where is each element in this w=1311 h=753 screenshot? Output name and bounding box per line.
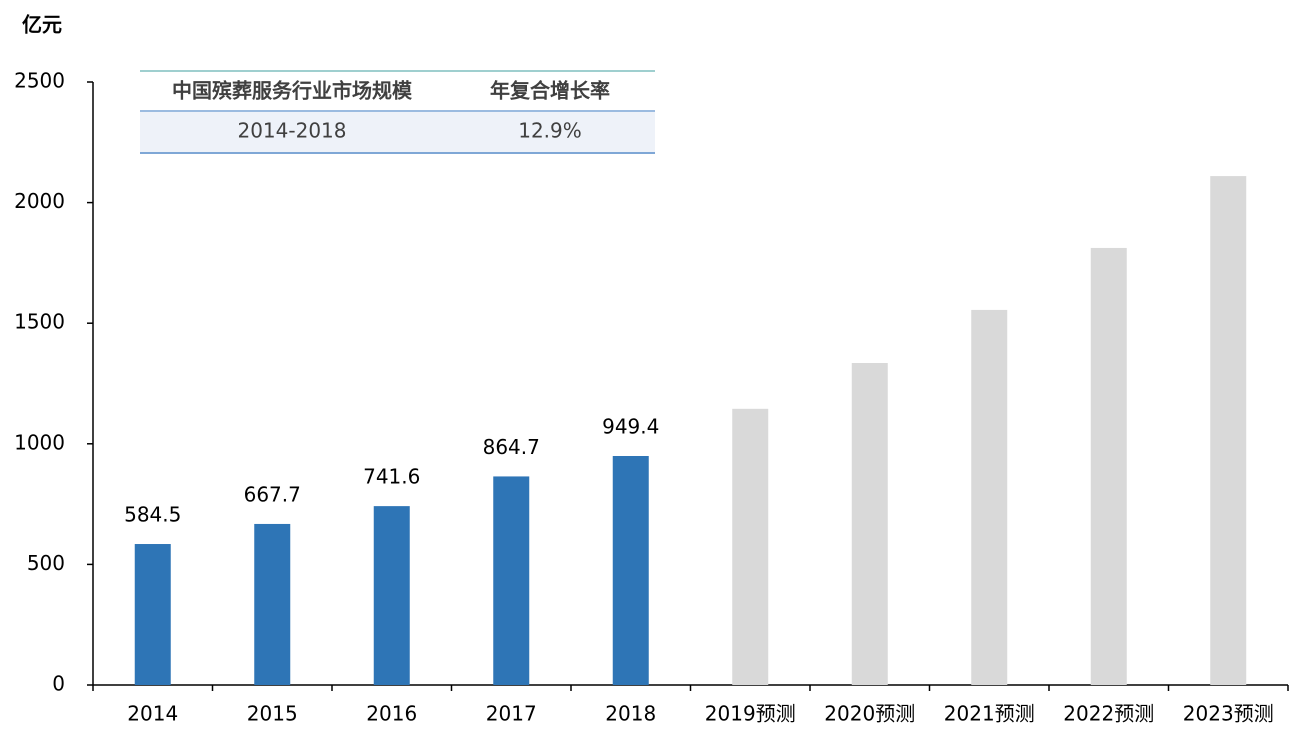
value-label: 949.4 <box>602 415 659 439</box>
bar <box>1090 247 1127 685</box>
y-tick-label: 1500 <box>14 310 65 334</box>
value-label: 584.5 <box>124 503 181 527</box>
x-tick-label: 2022预测 <box>1063 702 1154 726</box>
value-label: 667.7 <box>244 482 301 506</box>
table-cell: 12.9% <box>518 119 582 143</box>
table-header: 年复合增长率 <box>490 79 610 103</box>
bar <box>373 506 410 685</box>
x-tick-label: 2023预测 <box>1183 702 1274 726</box>
bar <box>134 544 171 685</box>
x-tick-label: 2017 <box>486 702 537 726</box>
bar <box>254 523 291 685</box>
bar <box>971 309 1008 685</box>
y-tick-label: 0 <box>52 672 65 696</box>
x-tick-label: 2018 <box>605 702 656 726</box>
x-tick-label: 2020预测 <box>824 702 915 726</box>
value-label: 741.6 <box>363 465 420 489</box>
value-label: 864.7 <box>483 435 540 459</box>
bar <box>851 362 888 685</box>
y-tick-label: 2000 <box>14 189 65 213</box>
y-axis-label: 亿元 <box>22 13 62 37</box>
bar <box>732 408 769 685</box>
y-tick-label: 1000 <box>14 430 65 454</box>
x-tick-label: 2014 <box>127 702 178 726</box>
x-tick-label: 2021预测 <box>944 702 1035 726</box>
x-tick-label: 2015 <box>247 702 298 726</box>
bar <box>1210 176 1247 685</box>
bar <box>493 476 530 685</box>
x-tick-label: 2019预测 <box>705 702 796 726</box>
table-row-bg <box>140 112 655 153</box>
y-tick-label: 2500 <box>14 69 65 93</box>
y-tick-label: 500 <box>27 551 65 575</box>
table-header: 中国殡葬服务行业市场规模 <box>172 79 413 103</box>
bar <box>612 456 649 685</box>
table-cell: 2014-2018 <box>237 119 346 143</box>
x-tick-label: 2016 <box>366 702 417 726</box>
